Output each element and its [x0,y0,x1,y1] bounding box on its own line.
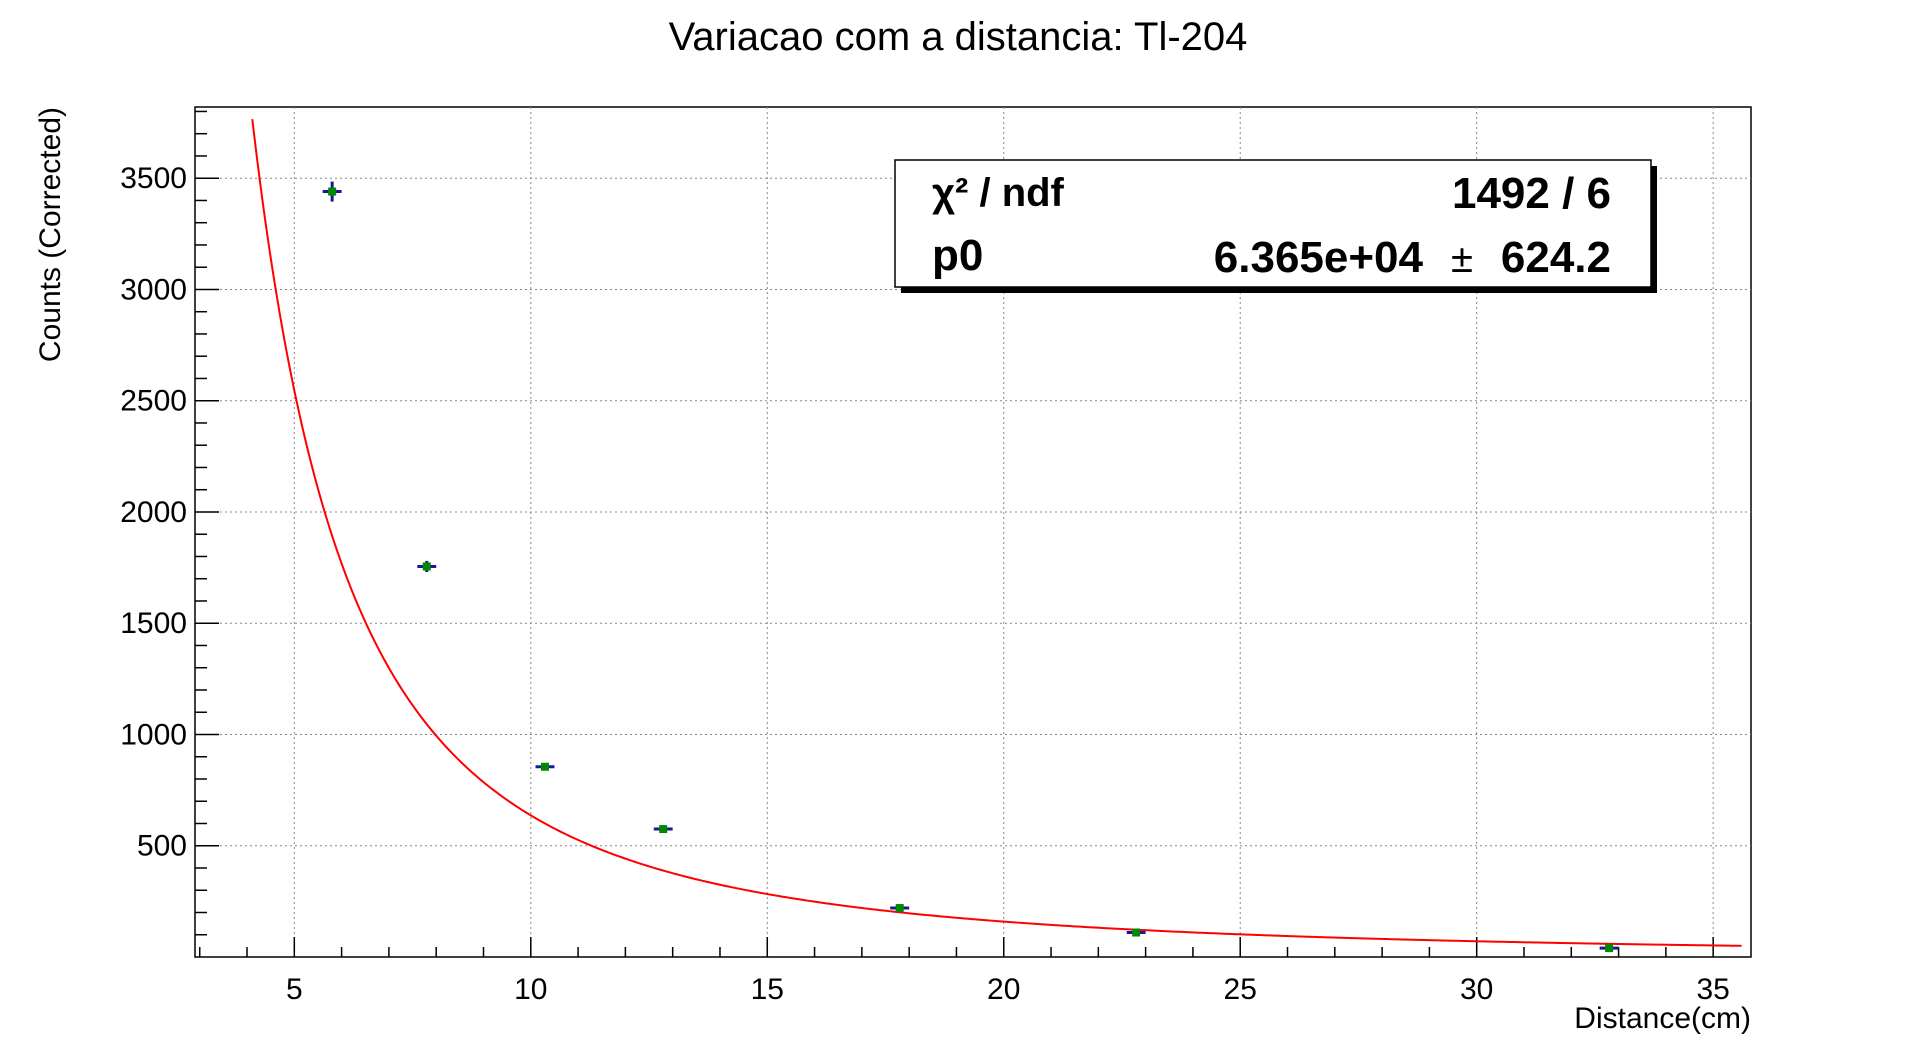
x-tick-label: 30 [1460,973,1493,1006]
stats-chi2-value: 1492 / 6 [1452,169,1611,218]
data-point [328,187,337,196]
x-tick-label: 25 [1224,973,1257,1006]
x-tick-label: 10 [514,973,547,1006]
y-tick-label: 2000 [120,496,187,529]
y-tick-label: 3500 [120,162,187,195]
data-point [422,562,431,571]
y-tick-label: 2500 [120,385,187,418]
x-tick-label: 35 [1696,973,1729,1006]
x-tick-label: 5 [286,973,303,1006]
y-axis-label: Counts (Corrected) [34,107,67,362]
stats-p0-label: p0 [932,231,983,280]
y-tick-label: 3000 [120,273,187,306]
x-tick-label: 20 [987,973,1020,1006]
stats-p0-error: 624.2 [1501,233,1611,282]
stats-box-frame [894,159,1652,288]
axes-layer: 5 10 15 20 25 30 35 500 1000 1500 2000 2500 3000 3500 [120,110,1730,1006]
stats-chi2-label: χ² / ndf [932,171,1065,215]
data-point [895,904,904,913]
data-point [659,825,668,834]
data-point [1605,944,1614,953]
stats-p0-value: 6.365e+04 [1214,233,1424,282]
data-point [540,762,549,771]
fit-stats-box: χ² / ndf 1492 / 6 p0 6.365e+04 ± 624.2 [894,159,1657,293]
fit-curve [251,118,1742,947]
y-tick-label: 1500 [120,607,187,640]
y-tick-label: 1000 [120,718,187,751]
fit-layer [251,118,1742,947]
y-tick-label: 500 [137,830,187,863]
x-axis-label: Distance(cm) [1574,1002,1751,1035]
chart-title: Variacao com a distancia: Tl-204 [669,15,1248,59]
data-point [1132,928,1141,937]
points-layer [322,181,1619,953]
stats-pm-symbol: ± [1451,237,1473,281]
x-tick-label: 15 [751,973,784,1006]
